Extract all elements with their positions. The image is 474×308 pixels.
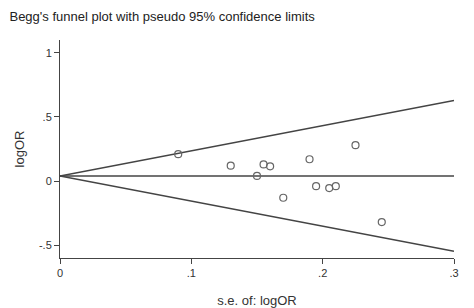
svg-text:.3: .3 <box>449 267 458 279</box>
svg-text:logOR: logOR <box>12 131 27 168</box>
svg-text:s.e. of: logOR: s.e. of: logOR <box>217 293 296 308</box>
svg-text:.2: .2 <box>318 267 327 279</box>
svg-text:0: 0 <box>46 175 52 187</box>
svg-text:-.5: -.5 <box>39 239 52 251</box>
svg-text:.5: .5 <box>43 111 52 123</box>
svg-text:.1: .1 <box>187 267 196 279</box>
svg-text:Begg's funnel plot with pseudo: Begg's funnel plot with pseudo 95% confi… <box>9 9 315 24</box>
svg-text:1: 1 <box>46 47 52 59</box>
svg-text:0: 0 <box>57 267 63 279</box>
